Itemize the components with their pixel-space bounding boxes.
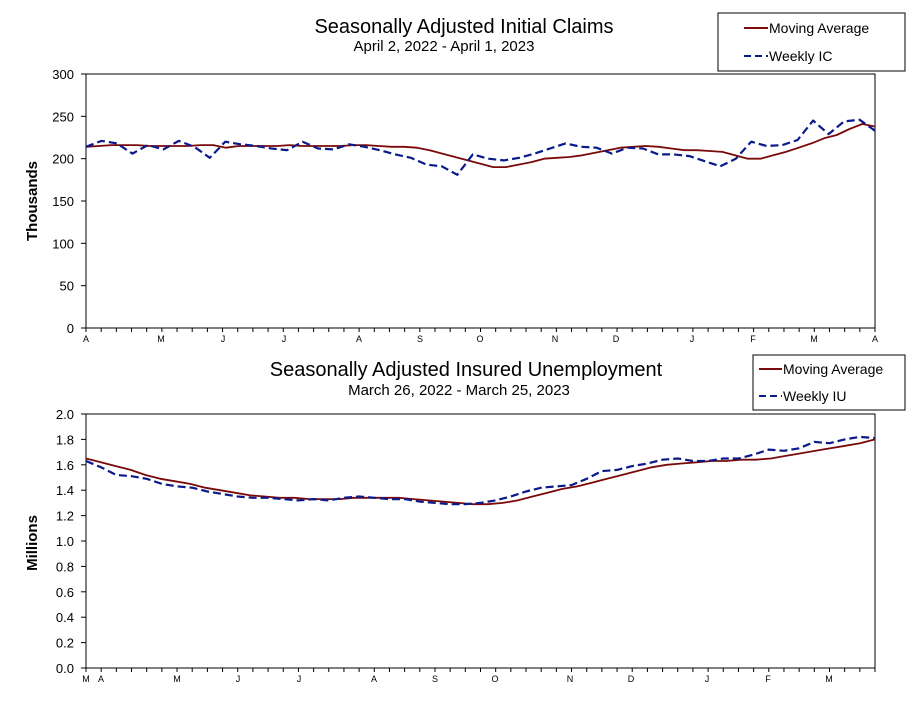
y-tick-label: 50 [60, 279, 74, 294]
x-month-label: S [417, 334, 423, 344]
y-tick-label: 0.4 [56, 610, 74, 625]
x-month-label: J [705, 674, 710, 684]
chart1-y-axis: 0 50 100 150 200 250 300 [52, 67, 86, 336]
x-month-label: A [83, 334, 89, 344]
y-tick-label: 1.2 [56, 509, 74, 524]
x-month-label: A [356, 334, 362, 344]
x-month-label: M [810, 334, 818, 344]
x-month-label: J [221, 334, 226, 344]
x-month-label: J [282, 334, 287, 344]
chart1-title: Seasonally Adjusted Initial Claims [314, 16, 613, 38]
y-tick-label: 0.0 [56, 661, 74, 676]
initial-claims-chart: Seasonally Adjusted Initial Claims April… [24, 12, 906, 344]
x-month-label: A [872, 334, 878, 344]
x-month-label: M [825, 674, 833, 684]
x-month-label: J [236, 674, 241, 684]
x-month-label: M [82, 674, 90, 684]
x-month-label: M [157, 334, 165, 344]
insured-unemployment-chart: Seasonally Adjusted Insured Unemployment… [24, 354, 906, 684]
x-month-label: A [371, 674, 377, 684]
y-tick-label: 0.8 [56, 559, 74, 574]
y-tick-label: 1.6 [56, 458, 74, 473]
chart2-plot-frame [85, 413, 876, 669]
chart2-legend: Moving Average Weekly IU [752, 354, 906, 411]
y-tick-label: 0.2 [56, 636, 74, 651]
chart2-subtitle: March 26, 2022 - March 25, 2023 [348, 382, 570, 399]
x-month-label: O [491, 674, 498, 684]
y-tick-label: 1.0 [56, 534, 74, 549]
y-tick-label: 1.8 [56, 432, 74, 447]
x-month-label: M [173, 674, 181, 684]
chart1-plot-frame [85, 73, 876, 329]
x-month-label: J [297, 674, 302, 684]
x-month-label: N [552, 334, 559, 344]
y-tick-label: 0 [67, 321, 74, 336]
weekly-series-line [85, 435, 876, 506]
x-month-label: S [432, 674, 438, 684]
chart2-series [85, 435, 876, 506]
x-month-label: D [613, 334, 620, 344]
y-tick-label: 150 [52, 194, 74, 209]
y-tick-label: 200 [52, 152, 74, 167]
x-month-label: D [628, 674, 635, 684]
chart1-legend: Moving Average Weekly IC [717, 12, 906, 72]
chart1-legend-moving-average: Moving Average [769, 20, 869, 36]
chart1-series [85, 118, 876, 176]
x-month-label: F [765, 674, 771, 684]
x-month-label: O [476, 334, 483, 344]
chart1-y-axis-label: Thousands [24, 161, 41, 241]
y-tick-label: 250 [52, 109, 74, 124]
moving-average-series-line [85, 123, 876, 169]
chart2-y-axis: 0.0 0.2 0.4 0.6 0.8 1.0 1.2 1.4 1.6 1.8 2.0 [56, 407, 86, 676]
chart2-legend-moving-average: Moving Average [783, 361, 883, 377]
moving-average-series-line [85, 438, 876, 506]
x-month-label: J [690, 334, 695, 344]
chart1-legend-box [717, 12, 906, 72]
chart2-title: Seasonally Adjusted Insured Unemployment [270, 359, 663, 381]
chart2-y-axis-label: Millions [24, 515, 41, 571]
y-tick-label: 2.0 [56, 407, 74, 422]
chart1-subtitle: April 2, 2022 - April 1, 2023 [354, 38, 535, 55]
weekly-series-line [85, 118, 876, 176]
y-tick-label: 0.6 [56, 585, 74, 600]
x-month-label: A [98, 674, 104, 684]
y-tick-label: 1.4 [56, 483, 74, 498]
x-month-label: F [750, 334, 756, 344]
y-tick-label: 300 [52, 67, 74, 82]
chart1-legend-weekly: Weekly IC [769, 48, 833, 64]
chart2-legend-weekly: Weekly IU [783, 388, 847, 404]
chart2-legend-box [752, 354, 906, 411]
x-month-label: N [567, 674, 574, 684]
y-tick-label: 100 [52, 236, 74, 251]
